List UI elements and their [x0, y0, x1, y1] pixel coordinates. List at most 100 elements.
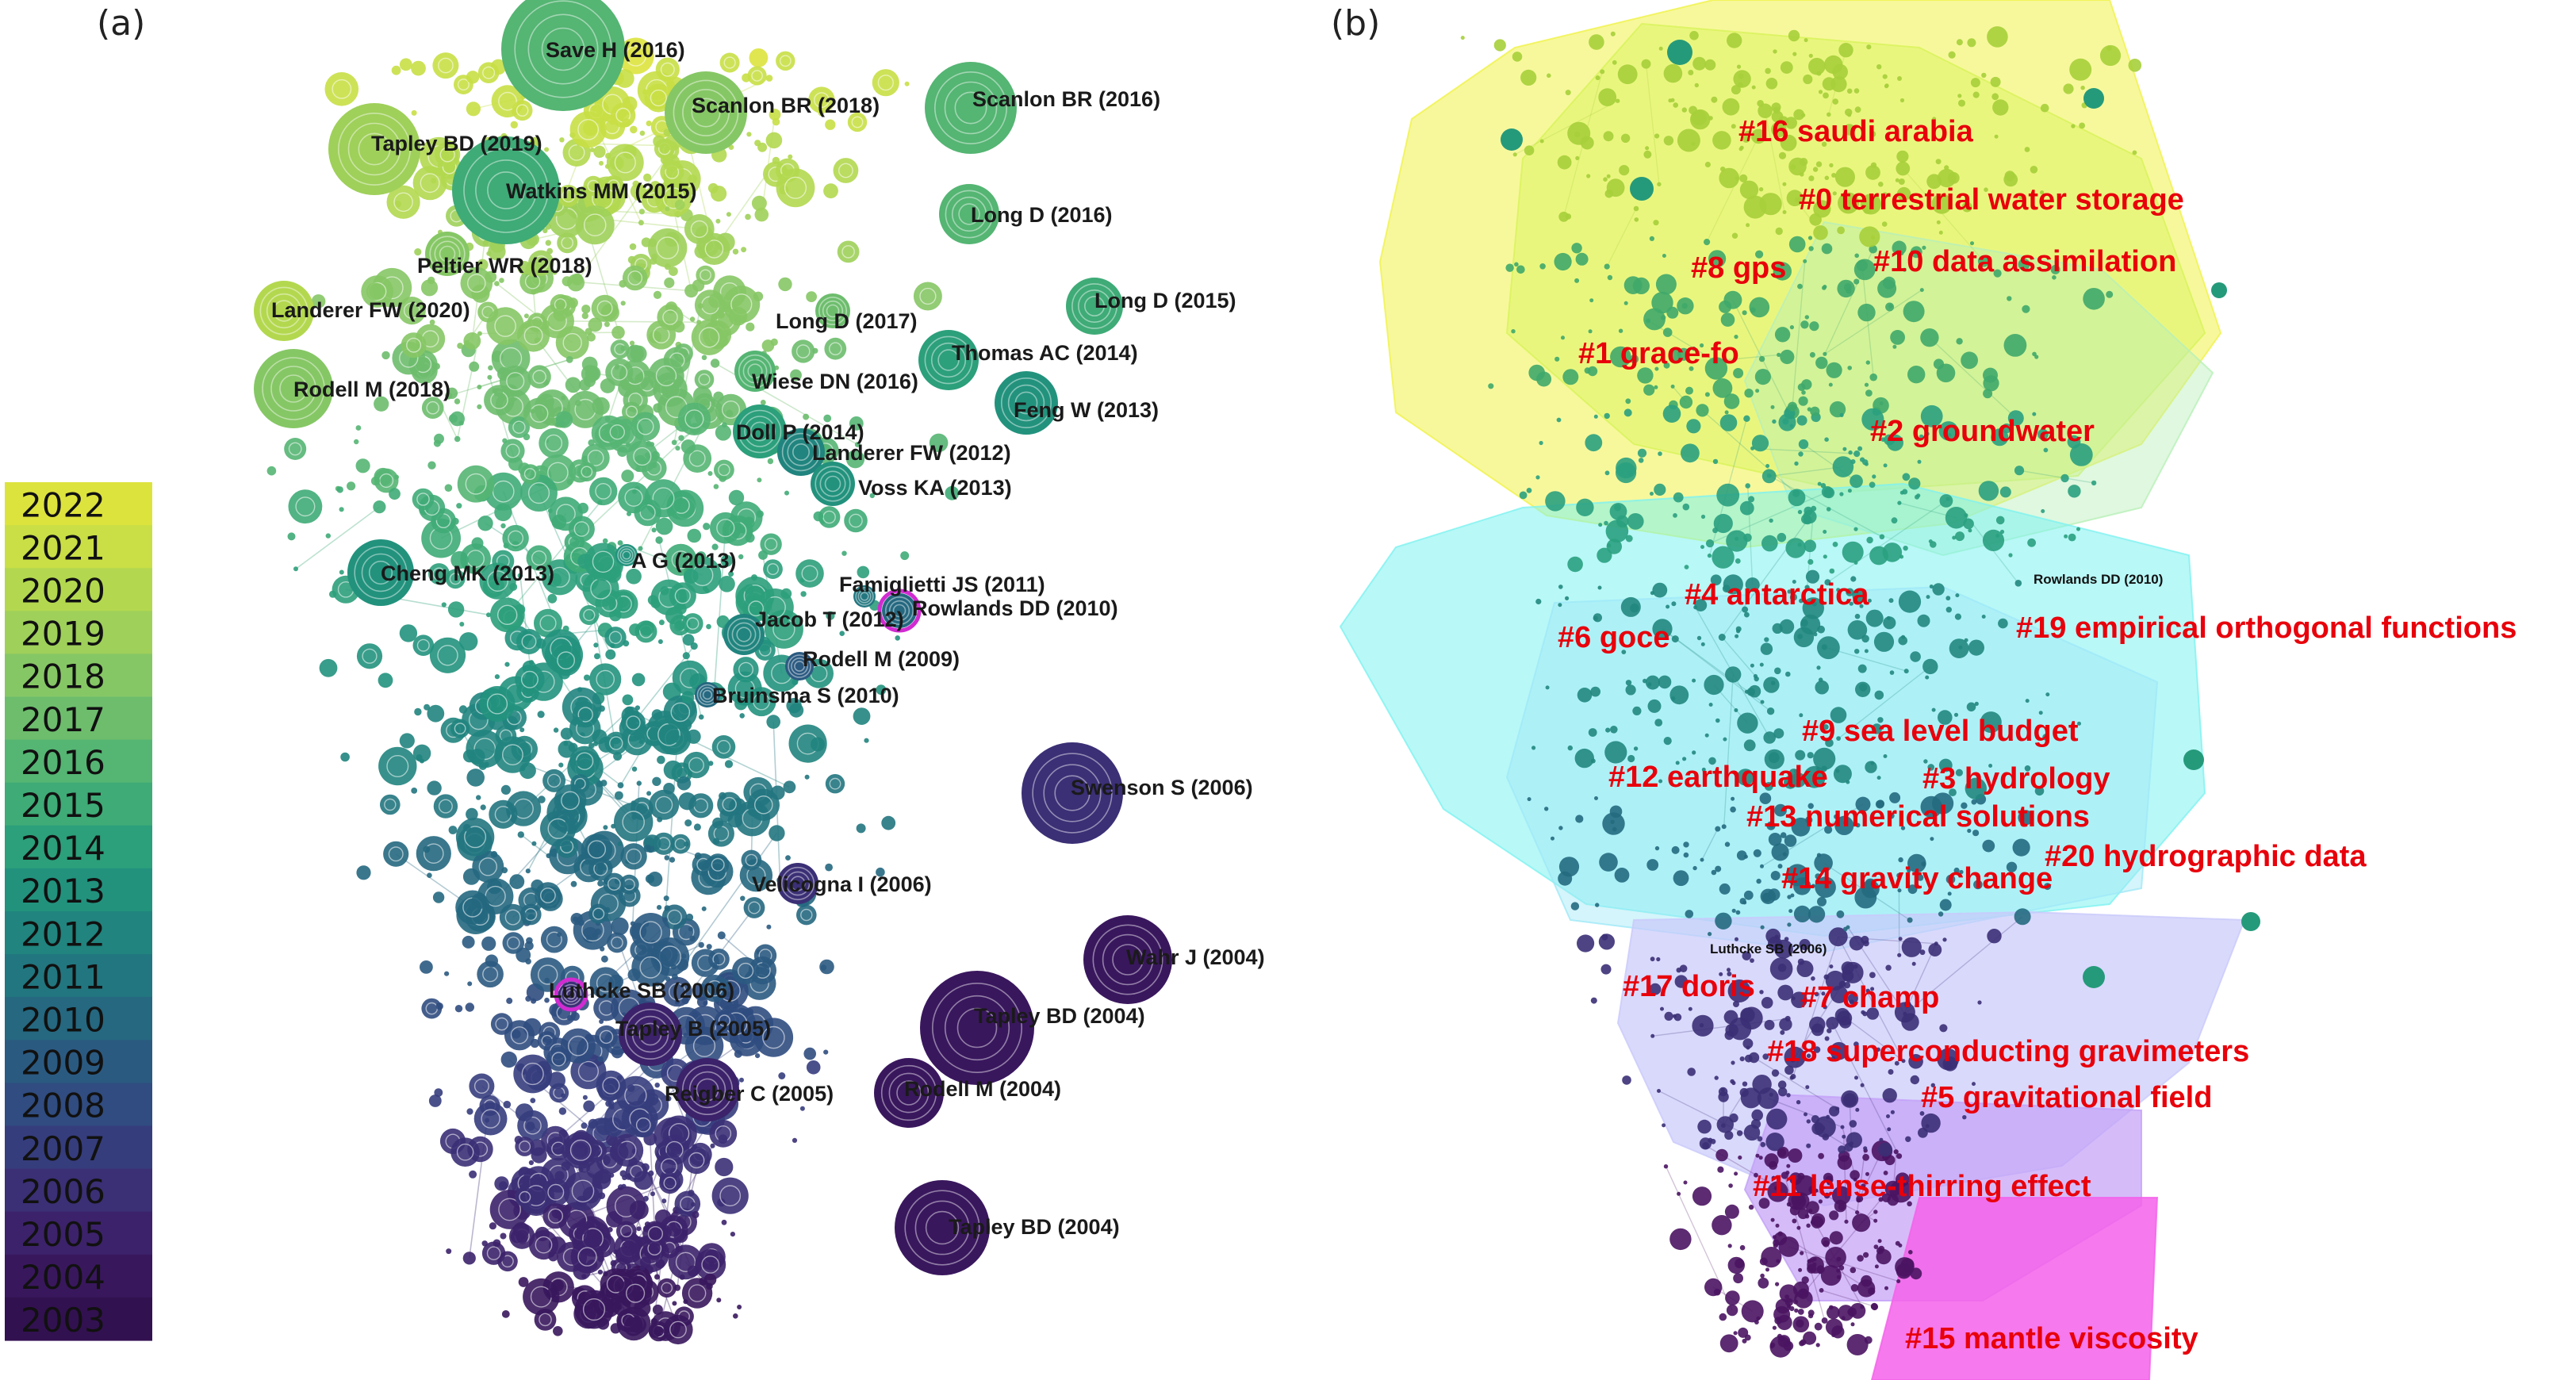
cluster-node: [1671, 696, 1676, 701]
citation-node: [710, 1143, 715, 1148]
cluster-node: [1616, 98, 1620, 103]
cluster-node: [2014, 908, 2031, 926]
citation-node: [626, 569, 642, 585]
citation-node: [356, 865, 371, 880]
cluster-node: [2099, 44, 2122, 67]
citation-node: [500, 1232, 507, 1240]
citation-node-ring: [506, 372, 525, 391]
cluster-node: [1808, 53, 1813, 58]
citation-node: [412, 634, 435, 656]
cluster-node: [1832, 191, 1837, 196]
citation-node-ring: [764, 538, 778, 551]
citation-node: [639, 1256, 651, 1268]
cluster-node: [1801, 390, 1806, 395]
citation-node: [620, 301, 626, 306]
cluster-node: [1773, 728, 1784, 739]
citation-node: [707, 182, 719, 194]
citation-node-ring: [438, 799, 453, 814]
cluster-node: [1945, 507, 1968, 529]
cluster-node: [1862, 1153, 1870, 1161]
cluster-node: [1907, 868, 1911, 873]
citation-node: [808, 86, 835, 113]
citation-node-ring: [523, 1116, 542, 1135]
cluster-node: [1660, 1006, 1664, 1011]
cluster-node: [1877, 1239, 1882, 1244]
citation-node: [765, 75, 773, 82]
citation-node: [626, 442, 631, 447]
citation-node: [818, 506, 841, 528]
cluster-node: [1811, 1122, 1825, 1135]
cluster-node: [1620, 133, 1631, 143]
citation-node-ring: [626, 715, 641, 730]
cluster-node: [1611, 636, 1616, 641]
key-node: [939, 184, 999, 244]
cluster-node: [1577, 688, 1593, 703]
cluster-node: [1789, 1172, 1803, 1186]
cluster-node: [1814, 853, 1833, 872]
cluster-node: [1645, 675, 1660, 690]
cluster-node: [1765, 67, 1771, 75]
citation-node: [428, 563, 450, 585]
cluster-label: #2 groundwater: [1870, 415, 2095, 448]
cluster-node: [1630, 177, 1654, 201]
citation-node: [482, 240, 489, 246]
citation-node-ring: [539, 1313, 552, 1327]
citation-node: [657, 304, 684, 331]
citation-node: [462, 749, 477, 763]
cluster-node: [1554, 356, 1560, 362]
node-label: Long D (2015): [1094, 289, 1236, 312]
key-node: [254, 349, 333, 428]
cluster-node: [1981, 615, 1986, 619]
cluster-node: [1827, 1305, 1840, 1320]
citation-node: [648, 228, 688, 268]
cluster-node: [1617, 64, 1638, 85]
cluster-node: [1884, 1286, 1888, 1290]
cluster-node: [1688, 70, 1694, 75]
citation-node: [525, 868, 531, 874]
citation-node: [517, 573, 523, 579]
cluster-node: [1681, 443, 1700, 463]
cluster-node: [1614, 504, 1622, 512]
cluster-node: [1847, 1307, 1857, 1317]
citation-node: [466, 769, 485, 787]
legend-year: 2013: [21, 872, 105, 910]
cluster-node: [1565, 90, 1571, 96]
cluster-node: [1745, 577, 1760, 592]
cluster-node: [2003, 172, 2018, 187]
citation-node: [502, 524, 529, 552]
cluster-node: [1793, 109, 1805, 121]
cluster-node: [1697, 1119, 1712, 1134]
cluster-node: [2003, 334, 2027, 357]
cluster-node: [1558, 603, 1562, 608]
cluster-node: [1795, 749, 1806, 761]
citation-node: [823, 183, 838, 199]
cluster-node: [1724, 1130, 1734, 1140]
cluster-node: [1931, 194, 1953, 214]
cluster-node: [1731, 796, 1735, 801]
cluster-node: [1811, 1213, 1826, 1227]
citation-node-ring: [587, 450, 604, 466]
citation-node: [754, 140, 761, 147]
citation-node: [574, 760, 581, 767]
cluster-node: [1959, 869, 1964, 875]
citation-node: [670, 834, 691, 854]
citation-node-ring: [602, 1076, 620, 1094]
cluster-hull: [1870, 1197, 2159, 1380]
citation-node-ring: [655, 795, 673, 814]
citation-node: [652, 776, 661, 786]
cluster-node: [1863, 1252, 1869, 1258]
citation-node: [608, 1100, 615, 1107]
cluster-node: [1633, 746, 1639, 751]
cluster-node: [1850, 1170, 1860, 1180]
cluster-node: [1700, 545, 1704, 550]
cluster-node: [1754, 676, 1759, 682]
cluster-node: [1815, 161, 1823, 167]
citation-node: [574, 1290, 614, 1329]
citation-node-ring: [596, 669, 615, 689]
cluster-node: [1849, 1120, 1857, 1128]
citation-node: [591, 294, 619, 322]
key-node-ring: [747, 363, 763, 379]
cluster-node: [1956, 39, 1963, 46]
citation-node: [401, 332, 427, 358]
cluster-node: [1737, 712, 1758, 734]
